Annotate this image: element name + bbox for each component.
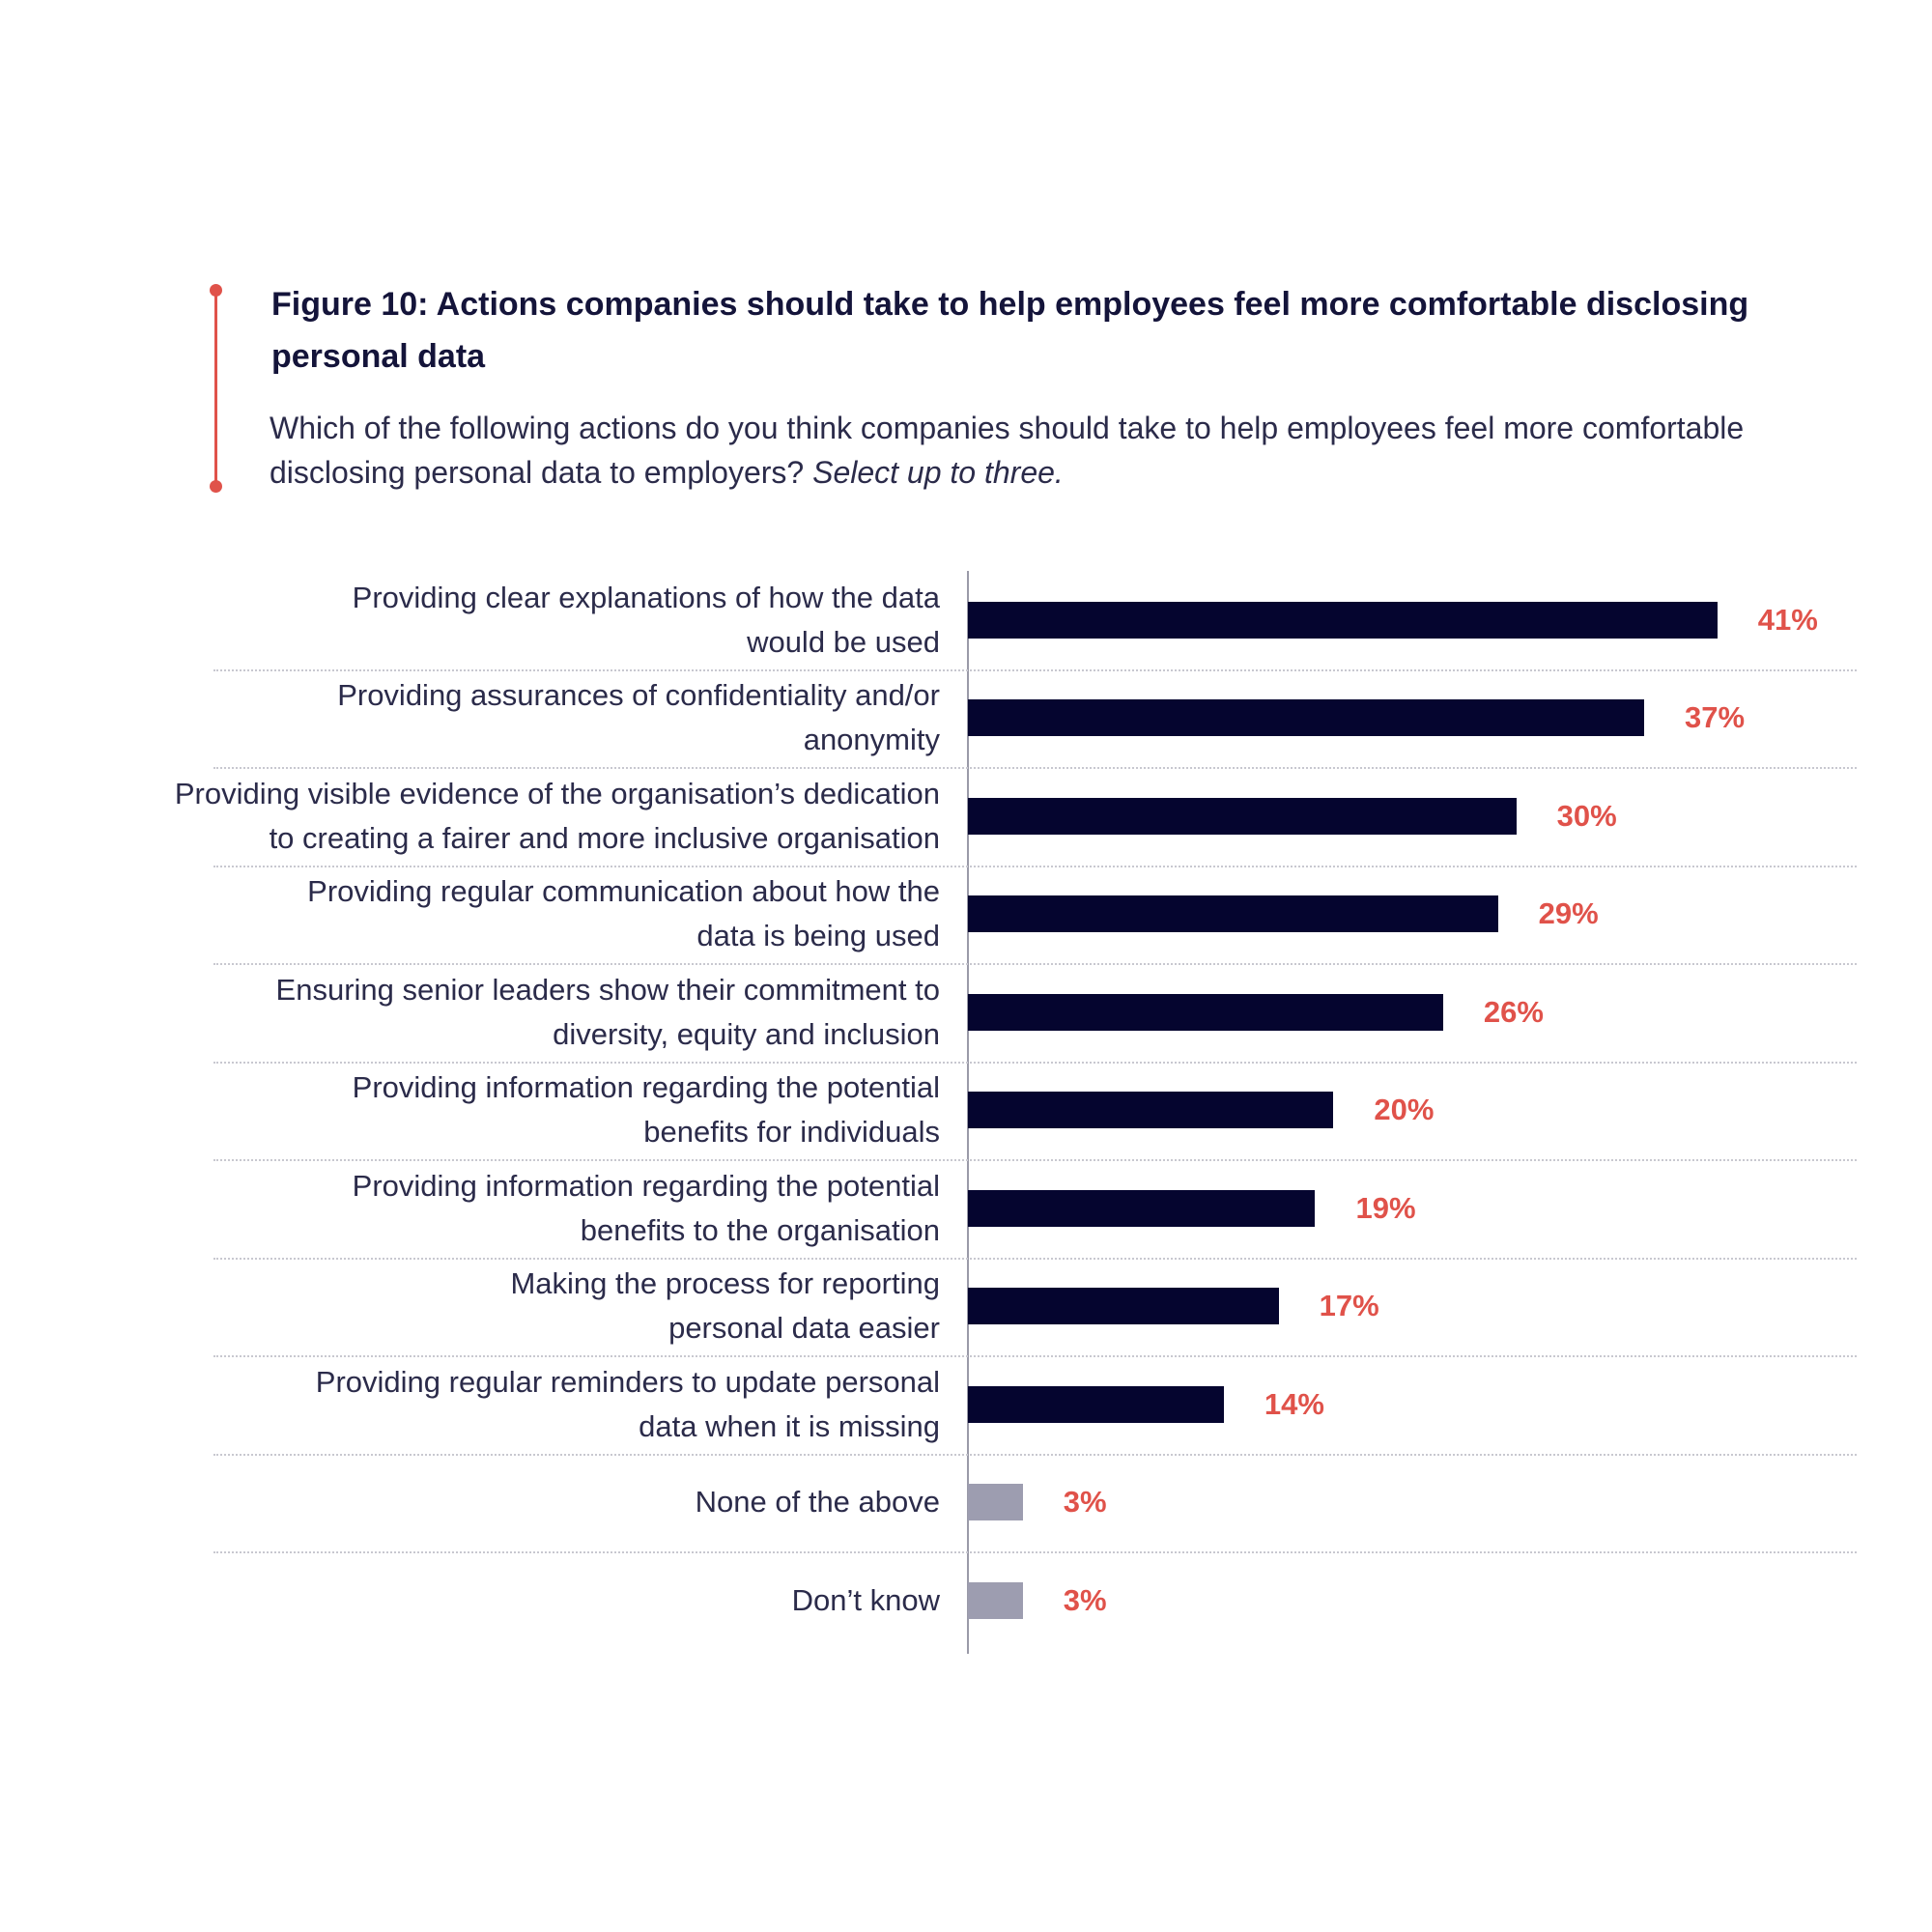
bar — [968, 797, 1517, 835]
category-label: Providing regular reminders to update pe… — [315, 1364, 940, 1443]
bar — [968, 1385, 1224, 1423]
category-label: Providing clear explanations of how the … — [352, 580, 940, 659]
category-label: Making the process for reporting persona… — [510, 1266, 940, 1346]
value-label: 20% — [1374, 1093, 1435, 1127]
value-label: 29% — [1538, 896, 1599, 931]
chart-title: Figure 10: Actions companies should take… — [271, 286, 1749, 375]
category-label: Providing regular communication about ho… — [307, 874, 940, 953]
bar — [968, 993, 1443, 1031]
subtitle-emphasis: Select up to three. — [812, 455, 1064, 490]
row-separator — [213, 1551, 1857, 1553]
value-label: 41% — [1757, 602, 1818, 637]
bar — [968, 1092, 1334, 1129]
chart-subtitle: Which of the following actions do you th… — [270, 406, 1854, 495]
row-separator — [213, 767, 1857, 769]
bar — [968, 1189, 1316, 1227]
accent-dot — [210, 284, 222, 297]
value-label: 3% — [1063, 1582, 1107, 1617]
row-separator — [213, 865, 1857, 867]
value-label: 26% — [1483, 994, 1544, 1029]
row-separator — [213, 963, 1857, 965]
category-label: Providing information regarding the pote… — [352, 1070, 940, 1150]
accent-line — [214, 290, 217, 486]
accent-dot — [210, 480, 222, 493]
row-separator — [213, 1061, 1857, 1064]
bar — [968, 1288, 1279, 1325]
category-label: Providing assurances of confidentiality … — [337, 678, 940, 757]
row-separator — [213, 1257, 1857, 1260]
category-label: Providing information regarding the pote… — [352, 1168, 940, 1247]
category-label: Don’t know — [791, 1582, 940, 1617]
value-label: 3% — [1063, 1485, 1107, 1520]
category-label: Ensuring senior leaders show their commi… — [275, 972, 940, 1051]
category-label: Providing visible evidence of the organi… — [174, 776, 940, 855]
category-label: None of the above — [695, 1485, 940, 1520]
value-label: 37% — [1685, 700, 1746, 735]
bar — [968, 1581, 1023, 1619]
bar — [968, 895, 1498, 933]
subtitle-text: Which of the following actions do you th… — [270, 411, 1745, 490]
value-label: 19% — [1355, 1190, 1416, 1225]
bar — [968, 1484, 1023, 1521]
value-label: 30% — [1556, 798, 1617, 833]
row-separator — [213, 1355, 1857, 1357]
bar — [968, 601, 1718, 639]
row-separator — [213, 1453, 1857, 1456]
row-separator — [213, 668, 1857, 671]
row-separator — [213, 1159, 1857, 1161]
value-label: 17% — [1319, 1289, 1379, 1323]
value-label: 14% — [1264, 1386, 1324, 1421]
bar — [968, 699, 1645, 737]
